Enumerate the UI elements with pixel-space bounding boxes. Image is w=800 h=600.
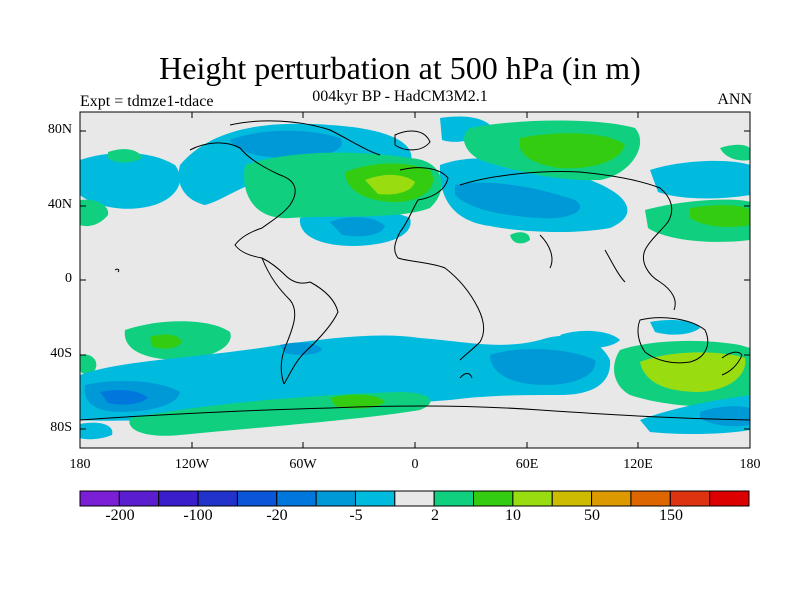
colorbar-swatch — [551, 490, 593, 507]
colorbar-swatch — [394, 490, 435, 507]
colorbar-swatch — [433, 490, 475, 507]
colorbar-swatch — [315, 490, 356, 507]
x-tick-label: 180 — [69, 457, 91, 472]
colorbar-label: -20 — [266, 507, 288, 524]
colorbar-label: -100 — [183, 507, 213, 524]
x-tick-label: 180 — [739, 457, 761, 472]
colorbar-swatch — [276, 490, 317, 507]
y-tick-label: 80S — [50, 420, 72, 435]
plot-title: Height perturbation at 500 hPa (in m) — [159, 50, 641, 86]
y-tick-label: 40N — [47, 197, 72, 212]
x-tick-label: 60W — [289, 457, 317, 472]
colorbar-label: 10 — [505, 507, 521, 524]
colorbar-swatch — [669, 490, 711, 507]
season-label: ANN — [717, 91, 752, 108]
x-tick-label: 120W — [174, 457, 210, 472]
contour-field — [80, 112, 750, 448]
y-tick-label: 0 — [65, 271, 72, 286]
x-tick-label: 60E — [515, 457, 539, 472]
colorbar-swatch — [630, 490, 671, 507]
experiment-label: Expt = tdmze1-tdace — [80, 93, 214, 110]
y-tick-label: 40S — [50, 346, 72, 361]
colorbar-swatch — [591, 490, 632, 507]
axis-ticks — [80, 112, 750, 448]
colorbar-label: -200 — [105, 507, 135, 524]
colorbar-label: 2 — [431, 507, 439, 524]
colorbar-swatch — [236, 490, 278, 507]
x-tick-label: 0 — [411, 457, 419, 472]
colorbar-swatch — [354, 490, 396, 507]
colorbar-swatch — [473, 490, 514, 507]
colorbar-swatch — [197, 490, 238, 507]
x-tick-label: 120E — [623, 457, 653, 472]
colorbar-label: 50 — [584, 507, 600, 524]
colorbar-swatch — [512, 490, 553, 507]
y-tick-label: 80N — [47, 122, 72, 137]
colorbar-swatch — [79, 490, 120, 507]
colorbar-swatch — [118, 490, 160, 507]
colorbar — [79, 490, 750, 507]
colorbar-label: -5 — [349, 507, 363, 524]
plot-subtitle: 004kyr BP - HadCM3M2.1 — [312, 88, 488, 105]
coastlines — [80, 120, 750, 421]
colorbar-label: 150 — [659, 507, 683, 524]
colorbar-swatch — [709, 490, 750, 507]
colorbar-swatch — [158, 490, 199, 507]
